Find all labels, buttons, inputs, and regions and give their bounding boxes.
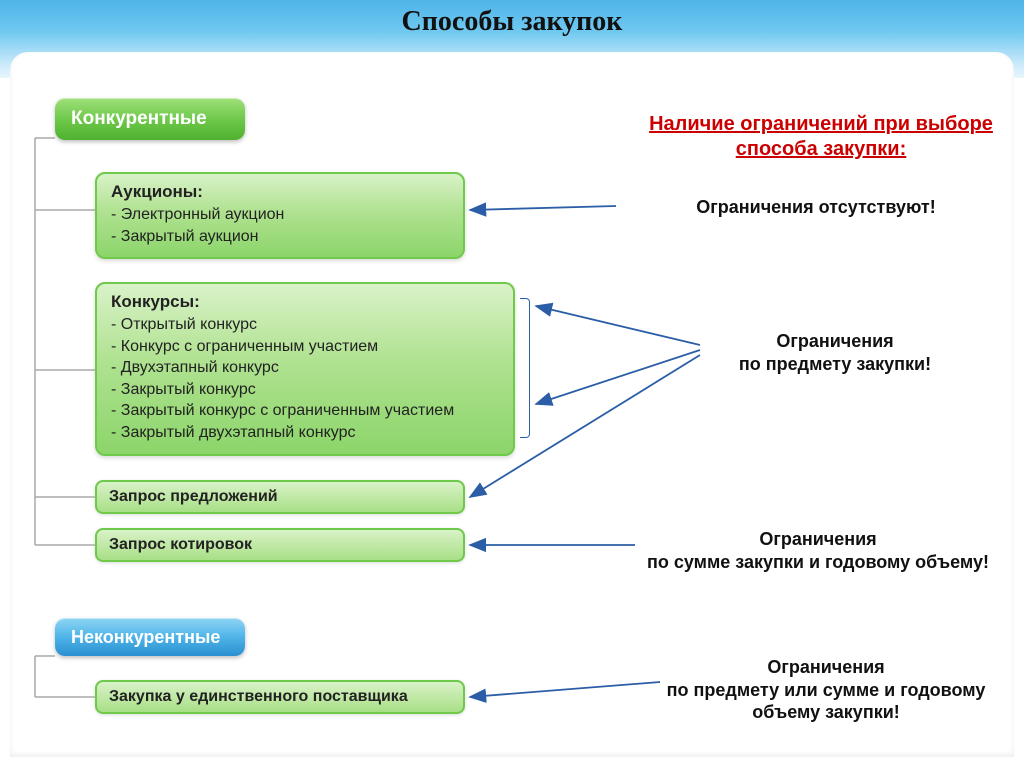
constraint-both: Ограничения по предмету или сумме и годо…: [636, 656, 1016, 724]
constraint-subject: Ограничения по предмету закупки!: [680, 330, 990, 375]
constraint-amount: Ограничения по сумме закупки и годовому …: [618, 528, 1018, 573]
constraint-none: Ограничения отсутствуют!: [616, 196, 1016, 219]
card-proposals: Запрос предложений: [95, 480, 465, 514]
constraints-heading: Наличие ограничений при выборе способа з…: [636, 112, 1006, 162]
group-label: Неконкурентные: [71, 627, 220, 648]
card-line: - Закрытый двухэтапный конкурс: [111, 422, 499, 444]
card-line: - Закрытый конкурс: [111, 379, 499, 401]
card-line: - Открытый конкурс: [111, 314, 499, 336]
group-noncompetitive: Неконкурентные: [55, 618, 245, 656]
card-line: - Двухэтапный конкурс: [111, 357, 499, 379]
card-line: - Закрытый аукцион: [111, 226, 449, 248]
card-line: - Закрытый конкурс с ограниченным участи…: [111, 400, 499, 422]
card-quotes: Запрос котировок: [95, 528, 465, 562]
page-title: Способы закупок: [0, 6, 1024, 38]
card-line: - Электронный аукцион: [111, 204, 449, 226]
card-contests: Конкурсы: - Открытый конкурс - Конкурс с…: [95, 282, 515, 456]
card-auctions: Аукционы: - Электронный аукцион - Закрыт…: [95, 172, 465, 259]
card-title: Конкурсы:: [111, 292, 499, 312]
group-label: Конкурентные: [71, 108, 207, 130]
card-line: - Конкурс с ограниченным участием: [111, 336, 499, 358]
card-single-supplier: Закупка у единственного поставщика: [95, 680, 465, 714]
bracket-contests: [520, 298, 530, 438]
group-competitive: Конкурентные: [55, 98, 245, 140]
card-title: Аукционы:: [111, 182, 449, 202]
